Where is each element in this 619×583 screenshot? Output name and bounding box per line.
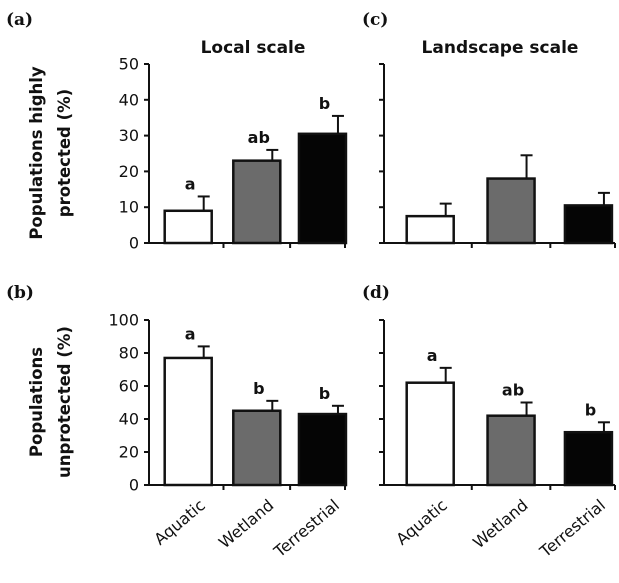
bar xyxy=(486,177,536,245)
significance-letter: ab xyxy=(248,128,270,147)
y-tick-label: 20 xyxy=(119,443,139,462)
chart-panel: (b) Populations unprotected (%) 0 20 40 60 80 10… xyxy=(6,283,348,562)
significance-letter: a xyxy=(185,174,196,193)
bar xyxy=(297,132,348,245)
y-axis-label-line: Populations highly xyxy=(27,66,46,240)
y-axis-label-line: protected (%) xyxy=(55,89,74,217)
y-tick-label: 30 xyxy=(119,126,139,145)
bar xyxy=(163,209,213,245)
significance-letter: b xyxy=(319,384,330,403)
y-tick-label: 0 xyxy=(129,234,139,253)
y-tick-label: 60 xyxy=(119,377,139,396)
bar xyxy=(486,414,536,487)
y-axis-label-line: Populations xyxy=(27,347,46,457)
chart-panel: (a) Local scale Populations highly protecte… xyxy=(6,10,348,253)
panel-title: Landscape scale xyxy=(422,38,579,58)
bar xyxy=(232,159,282,245)
panel-letter: (d) xyxy=(362,283,390,303)
significance-letter: a xyxy=(185,324,196,343)
chart-panel: (c) Landscape scale xyxy=(362,10,616,248)
panel-letter: (a) xyxy=(6,10,33,30)
bar xyxy=(563,430,614,487)
y-tick-label: 80 xyxy=(119,344,139,363)
panel-letter: (c) xyxy=(362,10,388,30)
x-tick-label: Wetland xyxy=(469,496,531,553)
y-tick-label: 50 xyxy=(119,55,139,74)
y-tick-label: 0 xyxy=(129,476,139,495)
y-tick-label: 100 xyxy=(108,311,139,330)
x-tick-label: Terrestrial xyxy=(535,496,609,562)
x-tick-label: Wetland xyxy=(215,496,277,553)
bar xyxy=(405,381,455,487)
bar xyxy=(405,214,455,245)
significance-letter: b xyxy=(319,94,330,113)
y-tick-label: 10 xyxy=(119,198,139,217)
x-tick-label: Aquatic xyxy=(392,496,450,549)
significance-letter: b xyxy=(585,400,596,419)
significance-letter: b xyxy=(253,379,264,398)
bar xyxy=(563,204,614,245)
chart-panel: (d) a ab b Aquatic Wetland Terrestrial xyxy=(362,283,616,562)
y-axis-label-line: unprotected (%) xyxy=(55,326,74,478)
y-tick-label: 40 xyxy=(119,410,139,429)
panel-title: Local scale xyxy=(201,38,306,58)
y-tick-label: 20 xyxy=(119,162,139,181)
significance-letter: ab xyxy=(502,381,524,400)
bar xyxy=(163,356,213,487)
significance-letter: a xyxy=(427,346,438,365)
y-tick-label: 40 xyxy=(119,90,139,109)
bar xyxy=(232,409,282,487)
x-tick-label: Terrestrial xyxy=(269,496,343,562)
panel-letter: (b) xyxy=(6,283,34,303)
bar xyxy=(297,412,348,487)
x-tick-label: Aquatic xyxy=(150,496,208,549)
